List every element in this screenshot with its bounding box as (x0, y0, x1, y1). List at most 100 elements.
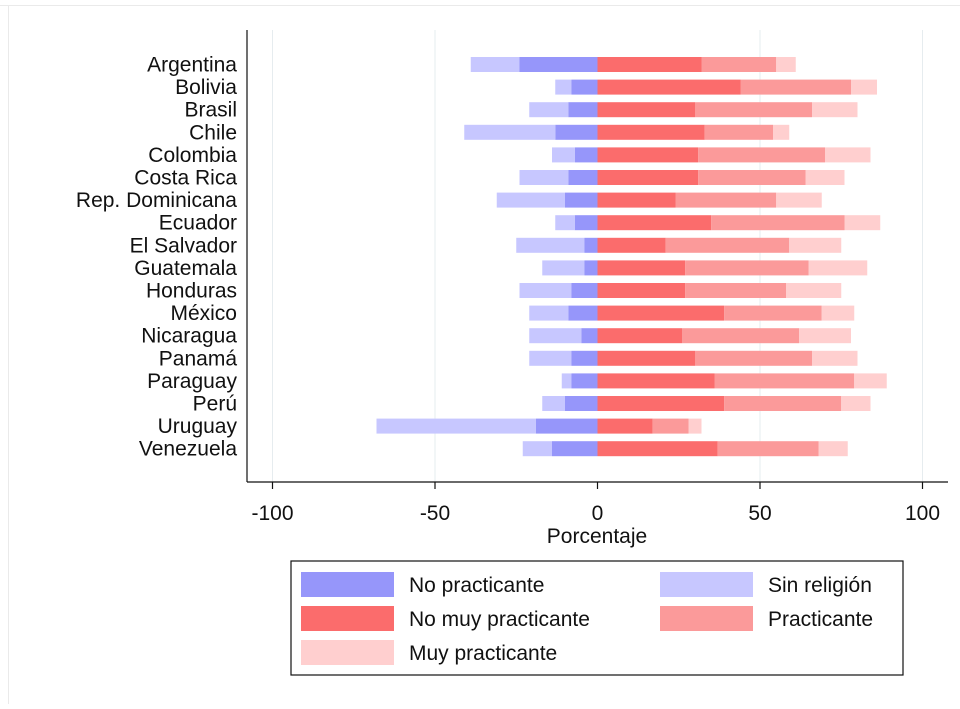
bar-panama-no-practicante (571, 350, 598, 366)
bar-chile-no-practicante (555, 124, 598, 140)
bar-honduras-sin-religion (519, 283, 572, 298)
bar-panama-muy-practicante (812, 350, 858, 366)
category-label-colombia: Colombia (148, 144, 237, 167)
bar-mexico-muy-practicante (821, 305, 855, 321)
frame-left-line (8, 5, 9, 704)
bar-chile-no-muy-practicante (597, 124, 705, 140)
bar-bolivia-no-muy-practicante (597, 79, 741, 95)
bar-colombia-no-muy-practicante (597, 147, 699, 163)
legend: No practicante Sin religión No muy practic… (290, 560, 904, 676)
bar-costa-rica-muy-practicante (805, 170, 845, 185)
bar-el-salvador-no-practicante (584, 237, 598, 253)
legend-swatch-practicante (660, 606, 753, 631)
bar-venezuela-practicante (717, 441, 819, 457)
bar-guatemala-practicante (685, 260, 809, 276)
bar-chile-sin-religion (464, 124, 556, 140)
category-label-venezuela: Venezuela (139, 438, 237, 461)
bar-venezuela-muy-practicante (818, 441, 848, 457)
category-label-ecuador: Ecuador (159, 212, 237, 235)
bar-panama-no-muy-practicante (597, 350, 695, 366)
category-label-chile: Chile (189, 121, 237, 144)
bar-bolivia-no-practicante (571, 79, 598, 95)
bar-panama-sin-religion (529, 350, 572, 366)
bar-panama-practicante (695, 350, 812, 366)
bar-honduras-no-muy-practicante (597, 283, 686, 298)
bar-colombia-sin-religion (552, 147, 575, 163)
bar-venezuela-no-practicante (552, 441, 598, 457)
category-label-nicaragua: Nicaragua (141, 325, 237, 348)
bar-venezuela-sin-religion (522, 441, 552, 457)
category-label-rep-dominicana: Rep. Dominicana (76, 189, 237, 212)
bar-argentina-sin-religion (470, 57, 520, 72)
bar-nicaragua-no-practicante (581, 328, 598, 344)
bar-uruguay-practicante (652, 418, 689, 434)
bar-el-salvador-no-muy-practicante (597, 237, 666, 253)
category-label-brasil: Brasil (184, 99, 237, 122)
x-tick-label-100: 100 (905, 502, 940, 525)
bar-peru-no-muy-practicante (597, 396, 725, 411)
bar-argentina-practicante (701, 57, 777, 72)
bar-venezuela-no-muy-practicante (597, 441, 718, 457)
legend-swatch-no-practicante (301, 572, 394, 597)
category-label-bolivia: Bolivia (175, 76, 237, 99)
bar-nicaragua-muy-practicante (799, 328, 851, 344)
bar-uruguay-sin-religion (376, 418, 536, 434)
bar-honduras-no-practicante (571, 283, 598, 298)
legend-swatch-no-muy-practicante (301, 606, 394, 631)
bar-paraguay-no-practicante (571, 373, 598, 389)
x-tick-label-0: 0 (592, 502, 604, 525)
bar-uruguay-no-muy-practicante (597, 418, 653, 434)
bar-chile-practicante (704, 124, 773, 140)
x-tick-label-50: 50 (748, 502, 771, 525)
legend-label-muy-practicante: Muy practicante (409, 642, 557, 665)
bar-nicaragua-practicante (682, 328, 799, 344)
category-labels: ArgentinaBoliviaBrasilChileColombiaCosta… (76, 54, 238, 461)
bar-brasil-sin-religion (529, 102, 569, 118)
bar-bolivia-sin-religion (555, 79, 572, 95)
bar-paraguay-muy-practicante (854, 373, 887, 389)
bar-el-salvador-muy-practicante (789, 237, 842, 253)
bar-el-salvador-practicante (665, 237, 790, 253)
category-label-mexico: México (170, 302, 237, 325)
bar-rep-dominicana-sin-religion (496, 192, 565, 208)
bar-rep-dominicana-no-muy-practicante (597, 192, 676, 208)
category-label-uruguay: Uruguay (158, 415, 238, 438)
x-axis-label: Porcentaje (547, 525, 647, 548)
bar-colombia-no-practicante (574, 147, 598, 163)
bar-costa-rica-practicante (698, 170, 806, 185)
category-label-guatemala: Guatemala (134, 257, 237, 280)
bar-peru-muy-practicante (841, 396, 871, 411)
bar-brasil-practicante (695, 102, 812, 118)
bar-costa-rica-no-practicante (568, 170, 598, 185)
bar-mexico-no-practicante (568, 305, 598, 321)
bar-costa-rica-sin-religion (519, 170, 569, 185)
bar-costa-rica-no-muy-practicante (597, 170, 699, 185)
category-label-panama: Panamá (159, 347, 238, 370)
bar-guatemala-no-practicante (584, 260, 598, 276)
legend-swatch-muy-practicante (301, 640, 394, 665)
bar-honduras-muy-practicante (786, 283, 842, 298)
bar-peru-sin-religion (542, 396, 565, 411)
bar-peru-practicante (724, 396, 842, 411)
bar-rep-dominicana-muy-practicante (776, 192, 822, 208)
bar-brasil-muy-practicante (812, 102, 858, 118)
bar-argentina-no-practicante (519, 57, 598, 72)
legend-swatch-sin-religion (660, 572, 753, 597)
bar-nicaragua-no-muy-practicante (597, 328, 682, 344)
bar-rep-dominicana-no-practicante (565, 192, 598, 208)
legend-label-no-muy-practicante: No muy practicante (409, 608, 590, 631)
bar-honduras-practicante (685, 283, 786, 298)
bar-ecuador-no-muy-practicante (597, 215, 712, 231)
legend-label-sin-religion: Sin religión (768, 574, 872, 597)
bar-chile-muy-practicante (773, 124, 790, 140)
bar-colombia-practicante (698, 147, 825, 163)
bar-ecuador-no-practicante (574, 215, 598, 231)
bar-argentina-no-muy-practicante (597, 57, 702, 72)
x-tick-labels: -100 -50 0 50 100 (251, 502, 940, 525)
legend-label-practicante: Practicante (768, 608, 873, 631)
bar-ecuador-practicante (711, 215, 845, 231)
category-label-el-salvador: El Salvador (130, 234, 237, 257)
gridlines (272, 30, 923, 482)
bar-guatemala-sin-religion (542, 260, 585, 276)
